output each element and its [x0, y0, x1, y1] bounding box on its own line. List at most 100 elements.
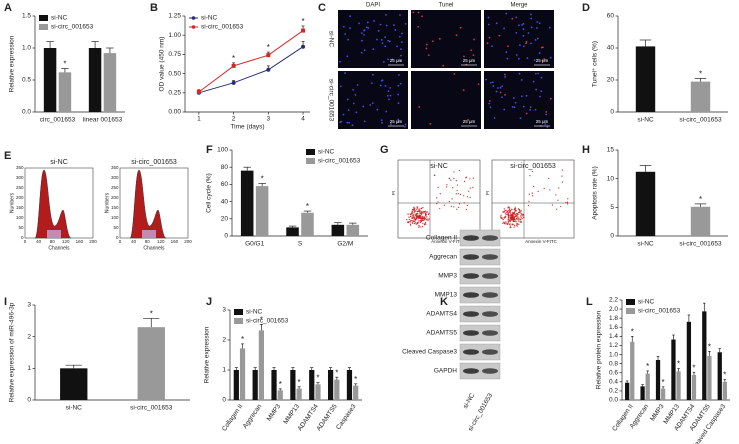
event: [419, 221, 422, 223]
panel-label: C: [318, 2, 326, 14]
event: [446, 184, 448, 186]
event: [537, 190, 539, 193]
event: [508, 206, 510, 209]
event: [518, 221, 520, 223]
event: [509, 225, 511, 227]
cell: [515, 16, 518, 19]
cell: [470, 49, 473, 52]
panel-label: K: [440, 296, 448, 308]
event: [502, 222, 504, 224]
band: [463, 311, 479, 317]
event: [439, 207, 441, 210]
event: [459, 193, 462, 195]
event: [410, 214, 412, 216]
y-tick-label: 300: [16, 175, 24, 180]
y-tick-label: 0.00: [168, 109, 181, 116]
legend-swatch: [306, 149, 315, 155]
event: [419, 210, 421, 213]
cell: [534, 108, 537, 111]
cell: [387, 39, 390, 42]
event: [468, 190, 470, 192]
cell: [370, 82, 373, 85]
event: [409, 223, 412, 225]
cell: [487, 16, 490, 19]
significance: *: [150, 309, 153, 318]
y-tick-label: 0.0: [609, 397, 618, 404]
cell: [397, 84, 400, 87]
y-tick-label: 60: [607, 13, 615, 20]
event: [425, 212, 427, 214]
event: [423, 212, 425, 214]
event: [509, 211, 511, 214]
event: [516, 225, 518, 227]
x-axis-label: Time (days): [230, 124, 264, 131]
cell: [501, 96, 503, 99]
cell: [505, 51, 508, 54]
y-tick-label: 0.75: [168, 51, 181, 58]
cell: [361, 39, 363, 42]
column-header: Merge: [510, 3, 528, 9]
protein-label: Cleaved Caspase3: [402, 349, 457, 356]
event: [560, 205, 562, 208]
marker: [196, 90, 201, 95]
cell: [485, 78, 487, 81]
cell: [488, 102, 491, 105]
row-label: si-NC: [327, 31, 334, 48]
cell: [396, 45, 398, 48]
event: [523, 216, 525, 218]
cell: [352, 102, 355, 105]
event: [516, 213, 518, 215]
cell: [519, 44, 521, 47]
event: [414, 217, 416, 219]
bar: [655, 360, 661, 400]
bar: [690, 81, 711, 112]
cell: [536, 37, 539, 40]
cell: [514, 101, 517, 104]
event: [424, 224, 426, 226]
cell: [487, 23, 490, 26]
event: [472, 177, 474, 179]
bar: [717, 352, 722, 400]
event: [504, 216, 507, 218]
event: [551, 204, 554, 206]
event: [412, 222, 414, 224]
cell: [545, 113, 548, 116]
significance: *: [708, 342, 711, 351]
cell: [545, 110, 548, 113]
significance: *: [63, 60, 66, 69]
scatter-frame: [491, 159, 575, 239]
column-header: Tunel: [439, 3, 454, 9]
event: [531, 192, 533, 194]
event: [519, 209, 521, 212]
event: [416, 210, 418, 213]
cell: [537, 72, 540, 75]
event: [509, 208, 511, 210]
event: [519, 215, 522, 217]
legend-label: si-NC: [638, 299, 655, 306]
band: [482, 368, 498, 374]
cell: [356, 84, 359, 86]
y-axis-label: Apoptosis rate (%): [592, 166, 599, 219]
event: [418, 216, 420, 219]
event: [510, 219, 512, 221]
cell: [412, 11, 415, 14]
legend-label: si-circ_001653: [201, 24, 244, 31]
event: [413, 214, 415, 216]
event: [416, 207, 419, 209]
event: [424, 219, 426, 221]
x-tick-label: S: [298, 241, 303, 248]
bar: [240, 170, 254, 236]
x-tick-label: circ_001653: [40, 117, 76, 124]
event: [411, 215, 414, 217]
cell: [354, 93, 357, 96]
cell: [429, 122, 432, 125]
event: [408, 219, 411, 221]
event: [520, 210, 522, 212]
cell: [499, 91, 502, 94]
legend-swatch: [39, 15, 48, 21]
cell: [371, 102, 374, 104]
event: [413, 217, 415, 219]
cell: [498, 34, 501, 37]
event: [507, 221, 509, 223]
event: [439, 193, 441, 195]
